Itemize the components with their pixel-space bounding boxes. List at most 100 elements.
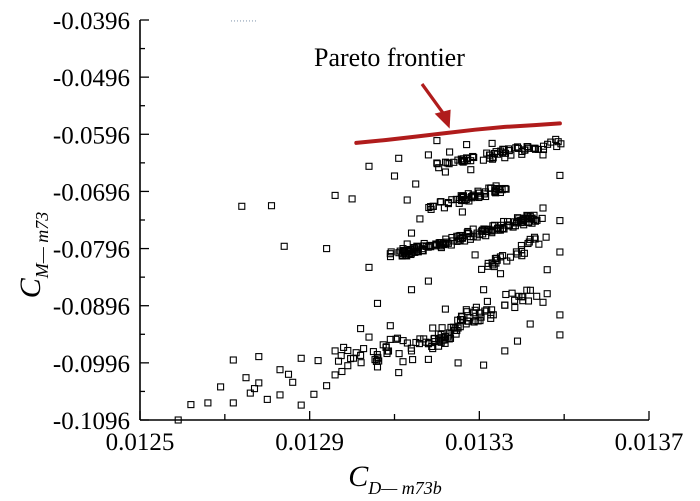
data-point — [400, 248, 408, 256]
data-point — [471, 251, 479, 259]
axes: -0.0396 -0.0496 -0.0596 -0.0696 -0.0796 -0.08… — [53, 8, 683, 456]
data-point — [435, 342, 443, 350]
data-point — [387, 248, 395, 256]
data-point — [535, 240, 543, 248]
data-point — [414, 243, 423, 251]
data-point — [438, 324, 446, 332]
y-tick-label: -0.0696 — [53, 179, 130, 206]
data-point — [390, 172, 399, 180]
data-point — [485, 225, 493, 233]
data-point — [488, 155, 497, 163]
data-point — [263, 395, 271, 403]
data-point — [530, 144, 538, 152]
x-axis-label-main: C — [348, 460, 369, 493]
data-point — [528, 215, 536, 223]
y-tick-label: -0.0496 — [53, 65, 130, 92]
data-point — [323, 382, 331, 390]
y-axis-label-sub: M— m73 — [32, 212, 52, 280]
data-point — [481, 226, 489, 234]
data-point — [424, 340, 432, 348]
data-point — [242, 374, 250, 382]
data-point — [344, 362, 352, 370]
y-axis-label-main: C — [14, 277, 47, 298]
data-point — [399, 337, 407, 345]
data-point — [484, 262, 492, 270]
data-point — [437, 334, 445, 342]
data-point — [365, 333, 373, 341]
data-point — [542, 233, 550, 241]
data-point — [513, 143, 522, 151]
data-point — [276, 391, 284, 399]
x-tick-label: 0.0129 — [275, 429, 344, 456]
data-point — [403, 196, 411, 204]
x-axis-label: CD— m73b — [348, 460, 442, 498]
data-point — [556, 248, 564, 256]
data-point — [472, 303, 480, 311]
data-point — [469, 225, 477, 233]
data-point — [374, 355, 382, 363]
data-point — [500, 225, 508, 233]
data-point — [512, 248, 520, 256]
annotation-arrow-head — [434, 109, 451, 129]
data-point — [530, 233, 539, 241]
data-point — [441, 158, 450, 166]
data-point — [204, 399, 212, 407]
data-point — [348, 195, 356, 203]
data-point — [415, 340, 423, 348]
data-point — [386, 253, 395, 261]
data-point — [255, 379, 263, 387]
data-point — [464, 317, 473, 325]
data-point — [501, 301, 509, 309]
data-point — [420, 242, 428, 250]
data-point — [472, 317, 480, 325]
data-point — [520, 249, 528, 257]
scatter-points — [174, 135, 565, 424]
y-tick-label: -0.1096 — [53, 408, 130, 435]
data-point — [338, 367, 346, 376]
data-point — [496, 226, 504, 234]
data-point — [492, 226, 500, 234]
data-point — [556, 311, 564, 319]
data-point — [238, 202, 246, 210]
data-point — [373, 299, 382, 307]
data-point — [441, 168, 449, 176]
data-point — [515, 292, 523, 300]
y-axis-label: CM— m73 — [14, 212, 52, 299]
data-point — [480, 225, 488, 233]
data-point — [463, 308, 471, 316]
data-point — [466, 233, 474, 241]
data-point — [513, 337, 522, 345]
data-point — [519, 293, 527, 301]
data-point — [426, 241, 434, 249]
data-point — [556, 331, 564, 339]
data-point — [525, 238, 533, 246]
data-point — [483, 297, 491, 305]
data-point — [407, 229, 416, 237]
data-point — [437, 241, 445, 249]
data-point — [407, 286, 416, 294]
data-point — [496, 270, 505, 278]
pareto-frontier-label: Pareto frontier — [314, 43, 465, 72]
data-point — [314, 357, 322, 365]
data-point — [386, 322, 394, 330]
data-point — [447, 241, 455, 249]
data-point — [483, 149, 491, 157]
data-point — [331, 371, 339, 379]
data-point — [476, 192, 484, 200]
data-point — [450, 158, 458, 166]
data-point — [407, 344, 415, 352]
data-point — [556, 171, 564, 179]
data-point — [357, 325, 365, 333]
data-point — [250, 385, 259, 393]
data-point — [526, 286, 534, 294]
data-point — [503, 257, 511, 265]
data-point — [435, 164, 443, 172]
annotation: Pareto frontier ········· — [230, 16, 465, 129]
data-point — [446, 148, 454, 156]
data-point — [488, 226, 496, 234]
data-point — [514, 144, 522, 152]
data-point — [429, 324, 437, 332]
data-point — [433, 159, 441, 167]
data-point — [357, 359, 365, 367]
